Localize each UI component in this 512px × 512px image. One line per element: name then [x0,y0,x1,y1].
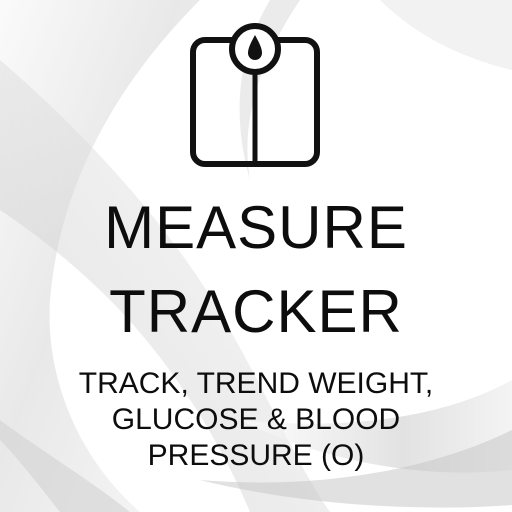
app-title-line2: TRACKER [109,278,403,345]
app-title-line1: MEASURE [104,194,408,261]
app-subtitle: TRACK, TREND WEIGHT, GLUCOSE & BLOOD PRE… [78,367,434,472]
weight-scale-icon [190,23,320,167]
